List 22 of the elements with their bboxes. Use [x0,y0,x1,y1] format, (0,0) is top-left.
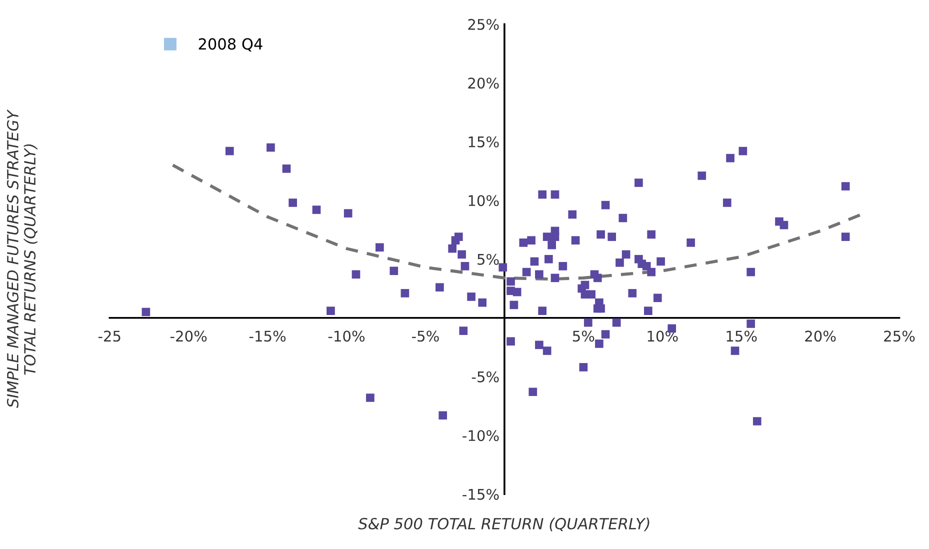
y-axis-title: SIMPLE MANAGED FUTURES STRATEGY TOTAL RETURNS (QUARTERLY) [6,109,38,408]
x-tick-label: -5% [412,330,439,342]
x-tick-label: 10% [648,330,678,342]
y-tick-label: -15% [462,488,499,500]
x-tick-label: -25 [98,330,120,342]
x-tick-label: 20% [805,330,836,342]
y-tick-label: 5% [478,254,499,265]
y-tick-label: 10% [468,195,499,206]
x-tick-label: -20% [170,330,207,342]
legend-label: 2008 Q4 [198,38,262,52]
x-tick-label: -15% [249,330,286,342]
y-tick-label: 25% [468,18,499,30]
x-tick-label: 15% [726,330,757,342]
x-tick-label: -10% [328,330,365,342]
x-tick-label: 25% [884,330,915,342]
y-tick-label: -5% [472,371,499,382]
x-axis-title: S&P 500 TOTAL RETURN (QUARTERLY) [358,518,650,532]
x-tick-label: 5% [572,330,594,342]
y-tick-label: 20% [468,78,499,89]
y-tick-label: 15% [468,136,499,148]
line-series [171,164,863,281]
y-tick-label: -10% [462,430,499,442]
